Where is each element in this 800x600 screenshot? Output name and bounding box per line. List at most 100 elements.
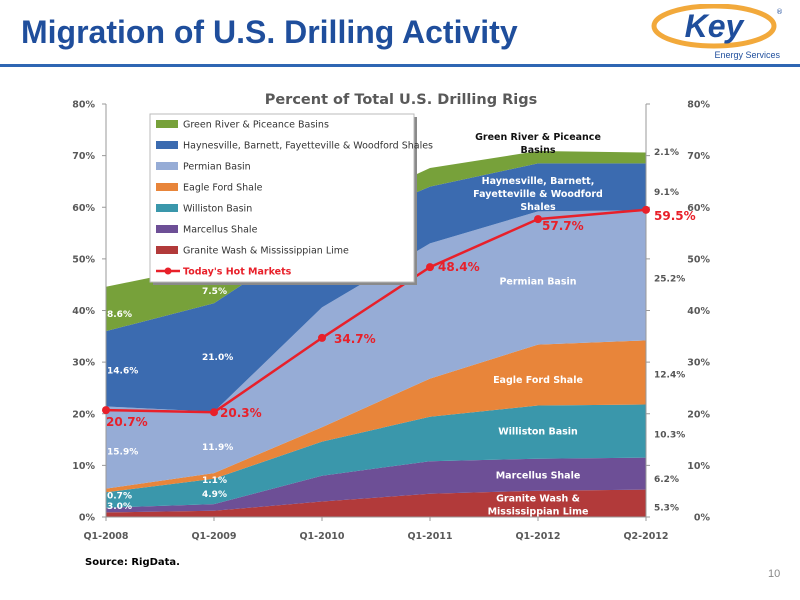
data-label: 1.1% <box>202 476 227 486</box>
y-tick-label-right: 10% <box>687 461 710 472</box>
hot-markets-point <box>210 408 218 417</box>
hot-markets-point <box>102 406 110 415</box>
data-label: 0.7% <box>107 491 132 501</box>
data-label: 2.1% <box>654 148 679 158</box>
page-number: 10 <box>768 568 781 580</box>
area-label: Williston Basin <box>498 426 578 437</box>
area-series-1 <box>106 457 646 513</box>
legend-entry: Green River & Piceance Basins <box>183 120 329 131</box>
hot-markets-point <box>642 205 650 214</box>
hot-markets-label: 34.7% <box>334 332 376 346</box>
axes: 0% 0% 10% 10% 20% 20% 30% 30% 40% 40% 50% 50% 60% 60%… <box>72 100 710 543</box>
x-tick-label: Q2-2012 <box>623 531 668 542</box>
data-label: 9.1% <box>654 188 679 198</box>
legend-swatch <box>156 246 178 254</box>
y-tick-label-left: 80% <box>72 100 95 111</box>
legend-swatch <box>156 183 178 191</box>
data-label: 6.2% <box>654 475 679 485</box>
stacked-areas <box>106 151 646 517</box>
area-series-3 <box>106 340 646 493</box>
data-label: 4.9% <box>202 490 227 500</box>
area-label: Haynesville, Barnett, Fayetteville & Wood… <box>473 176 603 213</box>
y-tick-label-right: 40% <box>687 306 710 317</box>
data-labels: 8.6% 14.6% 15.9% 0.7%3.0% 7.5% 21.0% 11.9% 1.1%… <box>107 132 685 517</box>
area-series-5 <box>106 163 646 412</box>
data-label: 12.4% <box>654 371 685 381</box>
hot-markets-point <box>534 215 542 224</box>
legend-box <box>149 113 415 283</box>
data-label: 8.6% <box>107 310 132 320</box>
legend-swatch <box>156 204 178 212</box>
legend-entry: Granite Wash & Mississippian Lime <box>183 246 349 257</box>
y-tick-label-right: 30% <box>687 358 710 369</box>
y-tick-label-left: 60% <box>72 203 95 214</box>
area-series-2 <box>106 404 646 508</box>
y-tick-label-right: 70% <box>687 151 710 162</box>
drilling-rigs-chart: Percent of Total U.S. Drilling Rigs 0% 0%… <box>72 92 710 543</box>
logo-trademark: ® <box>776 8 782 16</box>
data-label: 11.9% <box>202 443 233 453</box>
y-tick-label-left: 50% <box>72 254 95 265</box>
data-label: 10.3% <box>654 430 685 440</box>
key-energy-logo: Key ® Energy Services <box>651 4 782 60</box>
area-label: Granite Wash & Mississippian Lime <box>488 494 589 518</box>
hot-markets-label: 57.7% <box>542 219 584 233</box>
y-tick-label-right: 0% <box>694 513 711 524</box>
legend-entry: Today's Hot Markets <box>183 267 292 278</box>
data-label: 21.0% <box>202 353 233 363</box>
logo-swoosh <box>651 4 777 49</box>
source-note: Source: RigData. <box>85 557 180 568</box>
hot-markets-label: 48.4% <box>438 260 480 274</box>
legend: Green River & Piceance Basins Haynesville… <box>149 113 433 285</box>
hot-markets-label: 20.7% <box>106 415 148 429</box>
y-tick-label-right: 50% <box>687 254 710 265</box>
legend-swatch <box>156 141 178 149</box>
legend-entry: Haynesville, Barnett, Fayetteville & Woo… <box>183 141 433 152</box>
y-tick-label-right: 20% <box>687 409 710 420</box>
x-tick-label: Q1-2009 <box>191 531 236 542</box>
data-label: 5.3% <box>654 504 679 514</box>
y-tick-label-right: 60% <box>687 203 710 214</box>
legend-entry: Eagle Ford Shale <box>183 183 263 194</box>
hot-markets-point <box>426 263 434 272</box>
header-rule <box>0 64 800 67</box>
legend-swatch <box>156 225 178 233</box>
chart-title: Percent of Total U.S. Drilling Rigs <box>265 92 538 108</box>
data-label: 25.2% <box>654 274 685 284</box>
data-label: 15.9% <box>107 447 138 457</box>
logo-text: Key <box>685 8 746 44</box>
x-tick-label: Q1-2008 <box>83 531 128 542</box>
y-tick-label-left: 20% <box>72 409 95 420</box>
x-tick-label: Q1-2011 <box>407 531 452 542</box>
hot-markets-polyline <box>105 208 647 414</box>
x-tick-label: Q1-2012 <box>515 531 560 542</box>
y-tick-label-left: 0% <box>79 513 96 524</box>
area-label: Marcellus Shale <box>496 470 581 481</box>
hot-markets-label: 20.3% <box>220 406 262 420</box>
hot-markets-point <box>318 333 326 342</box>
hot-markets-label: 59.5% <box>654 209 696 223</box>
data-label: 14.6% <box>107 366 138 376</box>
y-tick-label-left: 10% <box>72 461 95 472</box>
area-label: Green River & Piceance Basins <box>475 132 601 156</box>
legend-swatch <box>156 162 178 170</box>
y-tick-label-left: 30% <box>72 358 95 369</box>
logo-subtext: Energy Services <box>714 50 780 60</box>
x-tick-label: Q1-2010 <box>299 531 344 542</box>
y-tick-label-right: 80% <box>687 100 710 111</box>
area-label: Eagle Ford Shale <box>493 375 583 386</box>
data-label: 3.0% <box>107 502 132 512</box>
page-title: Migration of U.S. Drilling Activity <box>21 14 518 50</box>
area-series-0 <box>106 489 646 517</box>
data-label: 7.5% <box>202 287 227 297</box>
hot-markets-line: 20.7% 20.3% 34.7% 48.4% 57.7% 59.5% <box>102 205 696 429</box>
y-tick-label-left: 40% <box>72 306 95 317</box>
area-label: Permian Basin <box>499 277 576 288</box>
y-tick-label-left: 70% <box>72 151 95 162</box>
legend-entry: Marcellus Shale <box>183 225 258 236</box>
legend-entry: Permian Basin <box>183 162 251 173</box>
area-series-6 <box>106 151 646 332</box>
legend-entry: Williston Basin <box>183 204 252 215</box>
legend-swatch <box>156 120 178 128</box>
legend-marker <box>164 267 172 275</box>
